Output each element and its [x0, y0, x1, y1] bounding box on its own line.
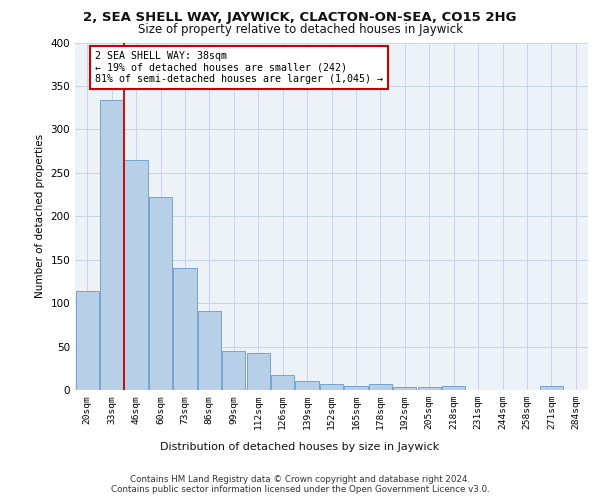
- Bar: [76, 291, 99, 390]
- Text: Contains HM Land Registry data © Crown copyright and database right 2024.
Contai: Contains HM Land Registry data © Crown c…: [110, 474, 490, 494]
- Bar: [222, 351, 245, 390]
- Bar: [540, 386, 563, 390]
- Text: Distribution of detached houses by size in Jaywick: Distribution of detached houses by size …: [160, 442, 440, 452]
- Text: 2, SEA SHELL WAY, JAYWICK, CLACTON-ON-SEA, CO15 2HG: 2, SEA SHELL WAY, JAYWICK, CLACTON-ON-SE…: [83, 11, 517, 24]
- Text: Size of property relative to detached houses in Jaywick: Size of property relative to detached ho…: [137, 22, 463, 36]
- Bar: [124, 160, 148, 390]
- Bar: [198, 311, 221, 390]
- Bar: [295, 382, 319, 390]
- Bar: [149, 197, 172, 390]
- Bar: [369, 384, 392, 390]
- Bar: [247, 352, 270, 390]
- Bar: [100, 100, 123, 390]
- Bar: [173, 268, 197, 390]
- Y-axis label: Number of detached properties: Number of detached properties: [35, 134, 45, 298]
- Bar: [393, 386, 416, 390]
- Bar: [271, 375, 294, 390]
- Bar: [344, 386, 368, 390]
- Bar: [418, 388, 441, 390]
- Bar: [442, 386, 465, 390]
- Bar: [320, 384, 343, 390]
- Text: 2 SEA SHELL WAY: 38sqm
← 19% of detached houses are smaller (242)
81% of semi-de: 2 SEA SHELL WAY: 38sqm ← 19% of detached…: [95, 51, 383, 84]
